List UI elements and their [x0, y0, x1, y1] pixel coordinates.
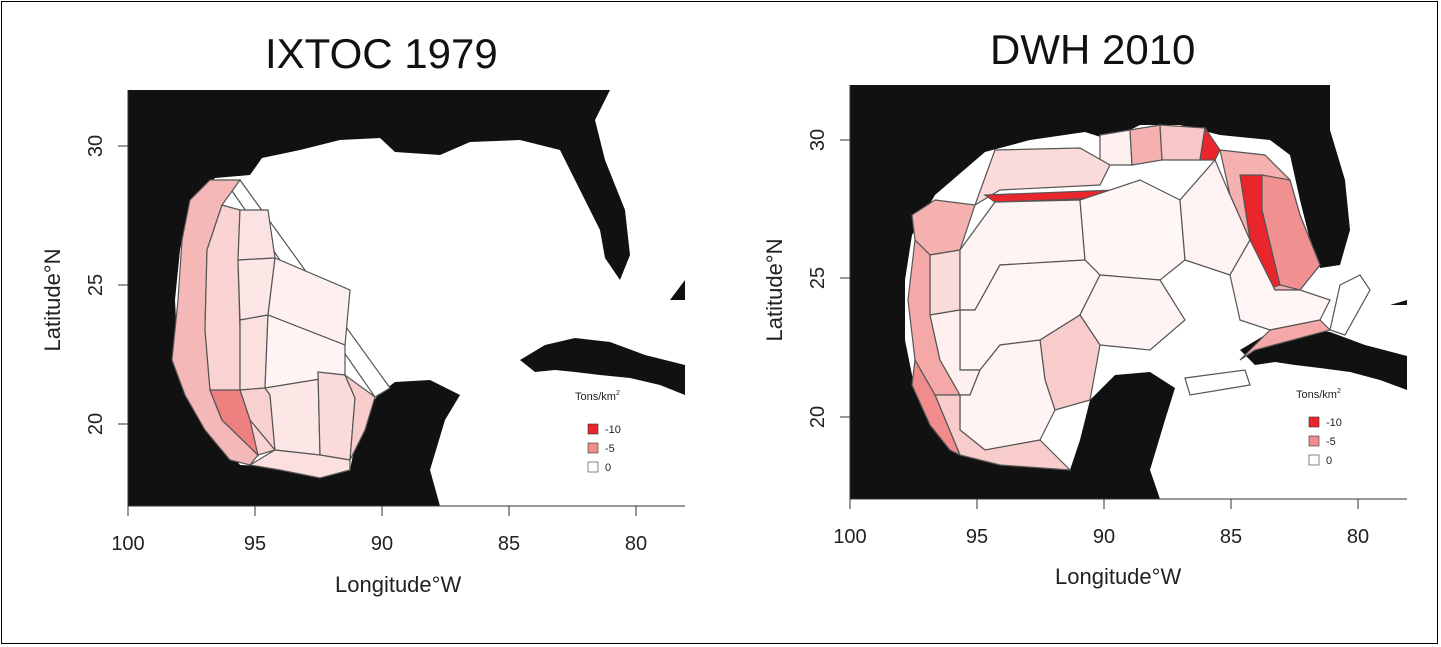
left-x-tick-label: 80: [625, 533, 647, 555]
right-legend-label-10: -10: [1326, 417, 1342, 429]
left-polygons: [171, 179, 391, 479]
right-map: Tons/km2 -10 -5 0 100 95 90 85 80 20 25 …: [762, 85, 1407, 589]
left-panel-title: IXTOC 1979: [265, 30, 498, 77]
left-legend-label-10: -10: [605, 424, 621, 436]
left-y-tick-label: 30: [85, 135, 107, 157]
right-y-tick-label: 30: [807, 129, 829, 151]
right-cuba-land: [1240, 328, 1407, 390]
right-legend-swatch-10: [1308, 416, 1320, 428]
left-x-ticks: [127, 506, 637, 516]
left-x-axis-label: Longitude°W: [335, 572, 461, 597]
right-x-tick-label: 90: [1093, 526, 1115, 548]
right-x-axis-label: Longitude°W: [1055, 564, 1181, 589]
right-panel-title: DWH 2010: [990, 26, 1196, 73]
left-legend-title: Tons/km2: [575, 390, 620, 403]
left-x-tick-label: 90: [371, 533, 393, 555]
right-y-tick-label: 25: [807, 267, 829, 289]
left-legend-swatch-0: [587, 461, 599, 473]
left-y-tick-label: 20: [85, 413, 107, 435]
right-legend-swatch-0: [1308, 454, 1320, 466]
right-legend-label-0: 0: [1326, 455, 1332, 467]
right-y-tick-label: 20: [807, 406, 829, 428]
right-x-tick-label: 100: [833, 526, 866, 548]
right-y-axis-label: Latitude°N: [762, 239, 787, 342]
right-x-tick-label: 85: [1220, 526, 1242, 548]
right-x-tick-label: 95: [966, 526, 988, 548]
left-y-tick-label: 25: [85, 274, 107, 296]
left-cuba-land: [520, 338, 685, 395]
right-legend-swatch-5: [1308, 435, 1320, 447]
left-x-tick-label: 85: [498, 533, 520, 555]
left-legend-swatch-10: [587, 423, 599, 435]
left-y-ticks: [118, 145, 128, 425]
left-y-axis-label: Latitude°N: [40, 249, 65, 352]
left-legend-label-0: 0: [605, 462, 611, 474]
left-x-tick-label: 95: [244, 533, 266, 555]
right-y-ticks: [840, 139, 850, 418]
right-legend-label-5: -5: [1326, 436, 1336, 448]
left-map: Tons/km2 -10 -5 0 100 95 90 85 80 20 25 …: [40, 90, 685, 597]
right-x-ticks: [849, 499, 1359, 509]
right-polygons: [907, 124, 1371, 471]
right-legend-title: Tons/km2: [1296, 388, 1341, 401]
left-x-tick-label: 100: [111, 533, 144, 555]
right-x-tick-label: 80: [1347, 526, 1369, 548]
left-legend-swatch-5: [587, 442, 599, 454]
left-legend-label-5: -5: [605, 443, 615, 455]
